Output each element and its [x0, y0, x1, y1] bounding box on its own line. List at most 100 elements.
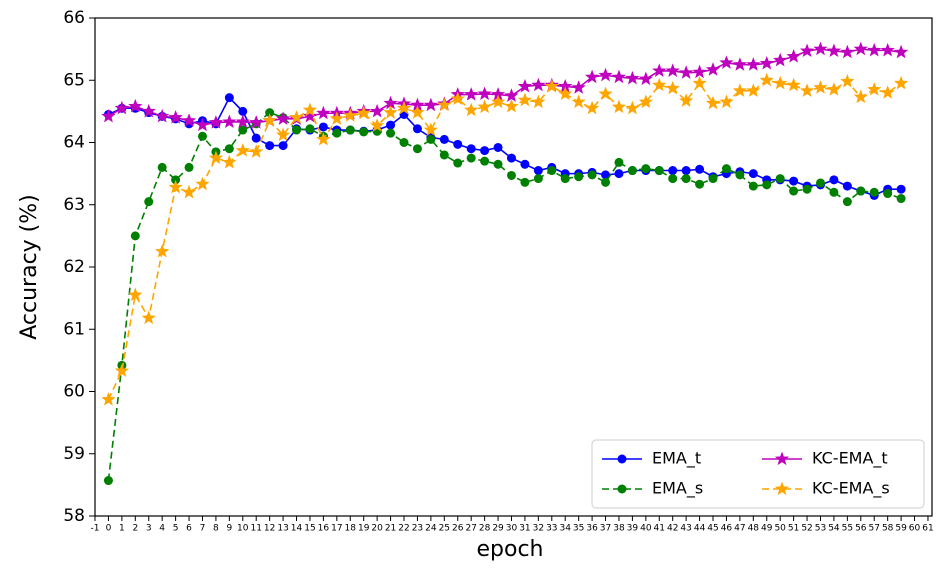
star-marker [195, 176, 210, 191]
circle-marker [896, 184, 906, 194]
circle-marker [265, 141, 275, 151]
x-tick-label: 27 [465, 524, 476, 534]
star-marker [893, 44, 909, 59]
circle-marker [197, 131, 207, 141]
x-tick-label: 33 [546, 524, 557, 534]
star-marker [799, 83, 815, 97]
circle-marker [896, 194, 906, 204]
star-marker [262, 113, 277, 127]
x-tick-label: 55 [842, 524, 853, 534]
x-tick-label: 41 [654, 524, 665, 534]
star-marker [235, 143, 250, 157]
star-marker [880, 42, 895, 57]
star-marker [638, 71, 653, 86]
star-marker [692, 75, 707, 90]
circle-marker [842, 181, 852, 191]
x-tick-label: 13 [277, 524, 288, 534]
circle-marker [386, 120, 396, 130]
circle-marker [251, 133, 261, 143]
circle-marker [883, 189, 893, 199]
star-marker [625, 70, 640, 85]
star-marker [410, 97, 425, 112]
x-tick-label: 17 [331, 524, 342, 534]
plot-frame [94, 17, 933, 517]
circle-marker [708, 174, 718, 184]
x-tick-label: 18 [345, 524, 357, 534]
star-marker [383, 105, 398, 119]
star-marker [464, 102, 479, 117]
star-marker [732, 57, 748, 71]
circle-marker [224, 93, 234, 103]
circle-marker [869, 187, 879, 197]
x-tick-label: 24 [425, 524, 437, 534]
x-tick-label: 46 [721, 524, 733, 534]
star-marker [316, 105, 331, 120]
circle-marker [157, 162, 167, 172]
star-marker [531, 94, 546, 109]
star-marker [302, 102, 318, 117]
circle-marker [453, 139, 463, 149]
x-tick-label: 28 [479, 524, 491, 534]
circle-marker [412, 124, 422, 134]
circle-marker [695, 179, 705, 189]
star-marker [719, 94, 734, 109]
circle-marker [520, 159, 530, 169]
circle-marker [426, 134, 436, 144]
circle-marker [466, 144, 476, 154]
circle-marker [493, 142, 503, 152]
star-marker [141, 103, 156, 118]
x-tick-label: 20 [371, 524, 383, 534]
star-marker [302, 108, 318, 123]
star-marker [370, 103, 385, 118]
circle-marker [695, 164, 705, 174]
x-tick-label: 16 [318, 524, 330, 534]
star-marker [705, 95, 721, 110]
y-tick-label: 61 [63, 319, 85, 339]
circle-marker [399, 138, 409, 147]
series-line [107, 111, 902, 481]
circle-marker [439, 150, 449, 160]
star-marker [759, 72, 774, 87]
star-marker [450, 91, 465, 105]
star-marker [692, 64, 707, 79]
star-marker [813, 41, 828, 56]
x-tick-label: 11 [250, 524, 261, 534]
circle-marker [601, 170, 611, 180]
circle-marker [238, 125, 248, 135]
x-tick-label: 56 [855, 524, 867, 534]
x-tick-label: 60 [909, 524, 921, 534]
star-marker [114, 100, 129, 115]
circle-marker [587, 170, 597, 180]
star-marker [773, 75, 788, 90]
star-marker [383, 95, 398, 110]
star-marker [652, 63, 667, 77]
star-marker [477, 99, 492, 114]
star-marker [853, 89, 868, 104]
circle-marker [641, 164, 651, 174]
star-marker [867, 42, 882, 57]
x-tick-label: 52 [801, 524, 812, 534]
y-tick-label: 65 [63, 70, 85, 90]
circle-marker [359, 127, 369, 137]
y-tick-label: 60 [63, 382, 85, 402]
star-marker [101, 392, 116, 406]
x-tick-label: 1 [119, 524, 125, 534]
circle-marker [560, 174, 570, 184]
star-marker [396, 100, 412, 115]
x-tick-label: 23 [412, 524, 423, 534]
y-tick-label: 66 [63, 8, 85, 28]
star-marker [490, 94, 506, 109]
circle-marker [265, 108, 275, 118]
legend-marker [617, 484, 627, 494]
x-tick-label: 29 [492, 524, 504, 534]
circle-marker [748, 169, 758, 179]
star-marker [168, 110, 183, 124]
circle-marker [627, 166, 637, 176]
x-tick-label: 54 [828, 524, 840, 534]
star-marker [504, 88, 519, 102]
x-tick-label: 61 [922, 524, 933, 534]
circle-marker [856, 186, 866, 196]
series-line [107, 79, 902, 400]
star-marker [732, 83, 748, 97]
